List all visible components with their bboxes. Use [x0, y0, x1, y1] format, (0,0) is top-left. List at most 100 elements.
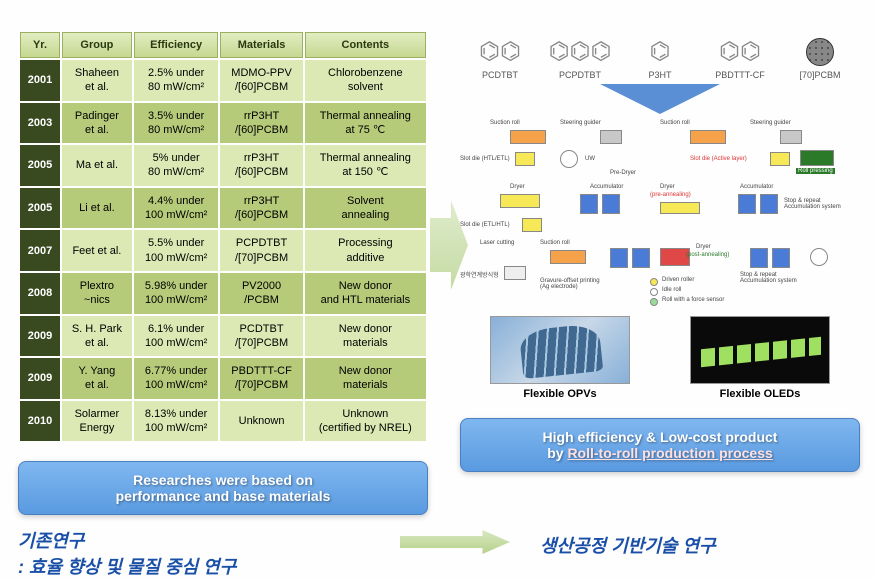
cell-contents: Chlorobenzenesolvent: [305, 60, 426, 101]
down-arrow-icon: [600, 84, 720, 114]
cell-materials: rrP3HT/[60]PCBM: [220, 145, 302, 186]
chem-pcdtbt: ⌬⌬ PCDTBT: [465, 32, 535, 80]
cell-group: Feet et al.: [62, 230, 132, 271]
col-efficiency: Efficiency: [134, 32, 219, 58]
lbl-stoprepeat1: Stop & repeat Accumulation system: [784, 198, 841, 210]
table-row: 2010SolarmerEnergy8.13% under100 mW/cm²U…: [20, 401, 426, 442]
chem-label: PCPDTBT: [545, 70, 615, 80]
table-header-row: Yr. Group Efficiency Materials Contents: [20, 32, 426, 58]
cell-efficiency: 5.5% under100 mW/cm²: [134, 230, 219, 271]
lbl-steering2: Steering guider: [750, 120, 791, 126]
lbl-suction-roll3: Suction roll: [540, 240, 570, 246]
lbl-accum2: Accumulator: [740, 184, 773, 190]
table-row: 2007Feet et al.5.5% under100 mW/cm²PCPDT…: [20, 230, 426, 271]
summary-left-line1: Researches were based on: [27, 472, 419, 488]
unit-orange: [550, 250, 586, 264]
unit-blue: [772, 248, 790, 268]
unit-blue: [760, 194, 778, 214]
chem-pcpdtbt: ⌬⌬⌬ PCPDTBT: [545, 32, 615, 80]
lbl-dryer1: Dryer: [510, 184, 525, 190]
lbl-roll-pressing: Roll pressing: [796, 168, 835, 174]
table-row: 2001Shaheenet al.2.5% under80 mW/cm²MDMO…: [20, 60, 426, 101]
table-row: 2005Ma et al.5% under80 mW/cm²rrP3HT/[60…: [20, 145, 426, 186]
unit-blue: [738, 194, 756, 214]
korean-caption-right: 생산공정 기반기술 연구: [540, 532, 716, 558]
cell-materials: PBDTTT-CF/[70]PCBM: [220, 358, 302, 399]
unit-yellow: [515, 152, 535, 166]
left-panel: Yr. Group Efficiency Materials Contents …: [18, 30, 428, 580]
cell-group: Padingeret al.: [62, 103, 132, 144]
lbl-laser: Laser cutting: [480, 240, 514, 246]
flexible-images-row: Flexible OPVs Flexible OLEDs: [460, 316, 860, 400]
opv-label: Flexible OPVs: [490, 388, 630, 400]
summary-right-line1: High efficiency & Low-cost product: [469, 429, 851, 445]
cell-materials: PCPDTBT/[70]PCBM: [220, 230, 302, 271]
lbl-dryer3: Dryer: [696, 244, 711, 250]
lbl-gravure: Gravure-offset printing (Ag electrode): [540, 278, 600, 290]
lbl-stoprepeat2: Stop & repeat Accumulation system: [740, 272, 797, 284]
cell-year: 2003: [20, 103, 60, 144]
korean-caption-left: 기존연구 : 효율 향상 및 물질 중심 연구: [18, 529, 428, 579]
unit-yellow: [770, 152, 790, 166]
cell-group: Plextro~nics: [62, 273, 132, 314]
cell-contents: Processingadditive: [305, 230, 426, 271]
cell-efficiency: 8.13% under100 mW/cm²: [134, 401, 219, 442]
col-materials: Materials: [220, 32, 302, 58]
roller-icon: [560, 150, 578, 168]
chem-p3ht: ⌬ P3HT: [625, 32, 695, 80]
col-group: Group: [62, 32, 132, 58]
legend-idle-icon: [650, 288, 658, 296]
cell-group: Ma et al.: [62, 145, 132, 186]
cell-materials: PV2000/PCBM: [220, 273, 302, 314]
unit-orange: [510, 130, 546, 144]
right-panel: ⌬⌬ PCDTBT ⌬⌬⌬ PCPDTBT ⌬ P3HT ⌬⌬ PBDTTT-C…: [460, 8, 860, 472]
cell-materials: PCDTBT/[70]PCBM: [220, 316, 302, 357]
lbl-suction-roll: Suction roll: [490, 120, 520, 126]
chem-pcbm: [70]PCBM: [785, 34, 855, 80]
lbl-steering1: Steering guider: [560, 120, 601, 126]
unit-orange: [690, 130, 726, 144]
cell-year: 2010: [20, 401, 60, 442]
summary-box-right: High efficiency & Low-cost product by Ro…: [460, 418, 860, 472]
cell-materials: rrP3HT/[60]PCBM: [220, 188, 302, 229]
lbl-slot-active: Slot die (Active layer): [690, 156, 747, 162]
col-contents: Contents: [305, 32, 426, 58]
lbl-postanneal: (post-annealing): [686, 252, 729, 258]
opv-image: [490, 316, 630, 384]
lbl-slot-etl: Slot die (ETL/HTL): [460, 222, 510, 228]
summary-right-prefix: by: [547, 445, 567, 461]
cell-contents: Solventannealing: [305, 188, 426, 229]
table-row: 2009Y. Yanget al.6.77% under100 mW/cm²PB…: [20, 358, 426, 399]
lbl-preanneal: (pre-annealing): [650, 192, 691, 198]
cell-efficiency: 5.98% under100 mW/cm²: [134, 273, 219, 314]
molecule-icon: ⌬⌬: [705, 32, 775, 70]
legend-force-icon: [650, 298, 658, 306]
lbl-uw: UW: [585, 156, 595, 162]
chem-label: [70]PCBM: [785, 70, 855, 80]
korean-left-line1: 기존연구: [18, 529, 428, 554]
research-table: Yr. Group Efficiency Materials Contents …: [18, 30, 428, 443]
lbl-slot-htl: Slot die (HTL/ETL): [460, 156, 510, 162]
cell-efficiency: 5% under80 mW/cm²: [134, 145, 219, 186]
fullerene-icon: [806, 38, 834, 66]
oled-image: [690, 316, 830, 384]
col-year: Yr.: [20, 32, 60, 58]
lbl-dryer2: Dryer: [660, 184, 675, 190]
lbl-legend-force: Roll with a force sensor: [662, 297, 724, 303]
cell-materials: Unknown: [220, 401, 302, 442]
table-row: 2005Li et al.4.4% under100 mW/cm²rrP3HT/…: [20, 188, 426, 229]
summary-right-line2: by Roll-to-roll production process: [469, 445, 851, 461]
unit-blue: [580, 194, 598, 214]
lbl-predryer: Pre-Dryer: [610, 170, 636, 176]
lbl-module-kr: 광학연계방식형: [460, 270, 499, 279]
unit-yellow: [522, 218, 542, 232]
opv-card: Flexible OPVs: [490, 316, 630, 400]
process-diagram: Suction roll Steering guider Suction rol…: [460, 120, 860, 310]
table-row: 2003Padingeret al.3.5% under80 mW/cm²rrP…: [20, 103, 426, 144]
cell-contents: New donormaterials: [305, 316, 426, 357]
chem-label: P3HT: [625, 70, 695, 80]
cell-year: 2005: [20, 188, 60, 229]
cell-efficiency: 3.5% under80 mW/cm²: [134, 103, 219, 144]
oled-label: Flexible OLEDs: [690, 388, 830, 400]
legend-driven-icon: [650, 278, 658, 286]
